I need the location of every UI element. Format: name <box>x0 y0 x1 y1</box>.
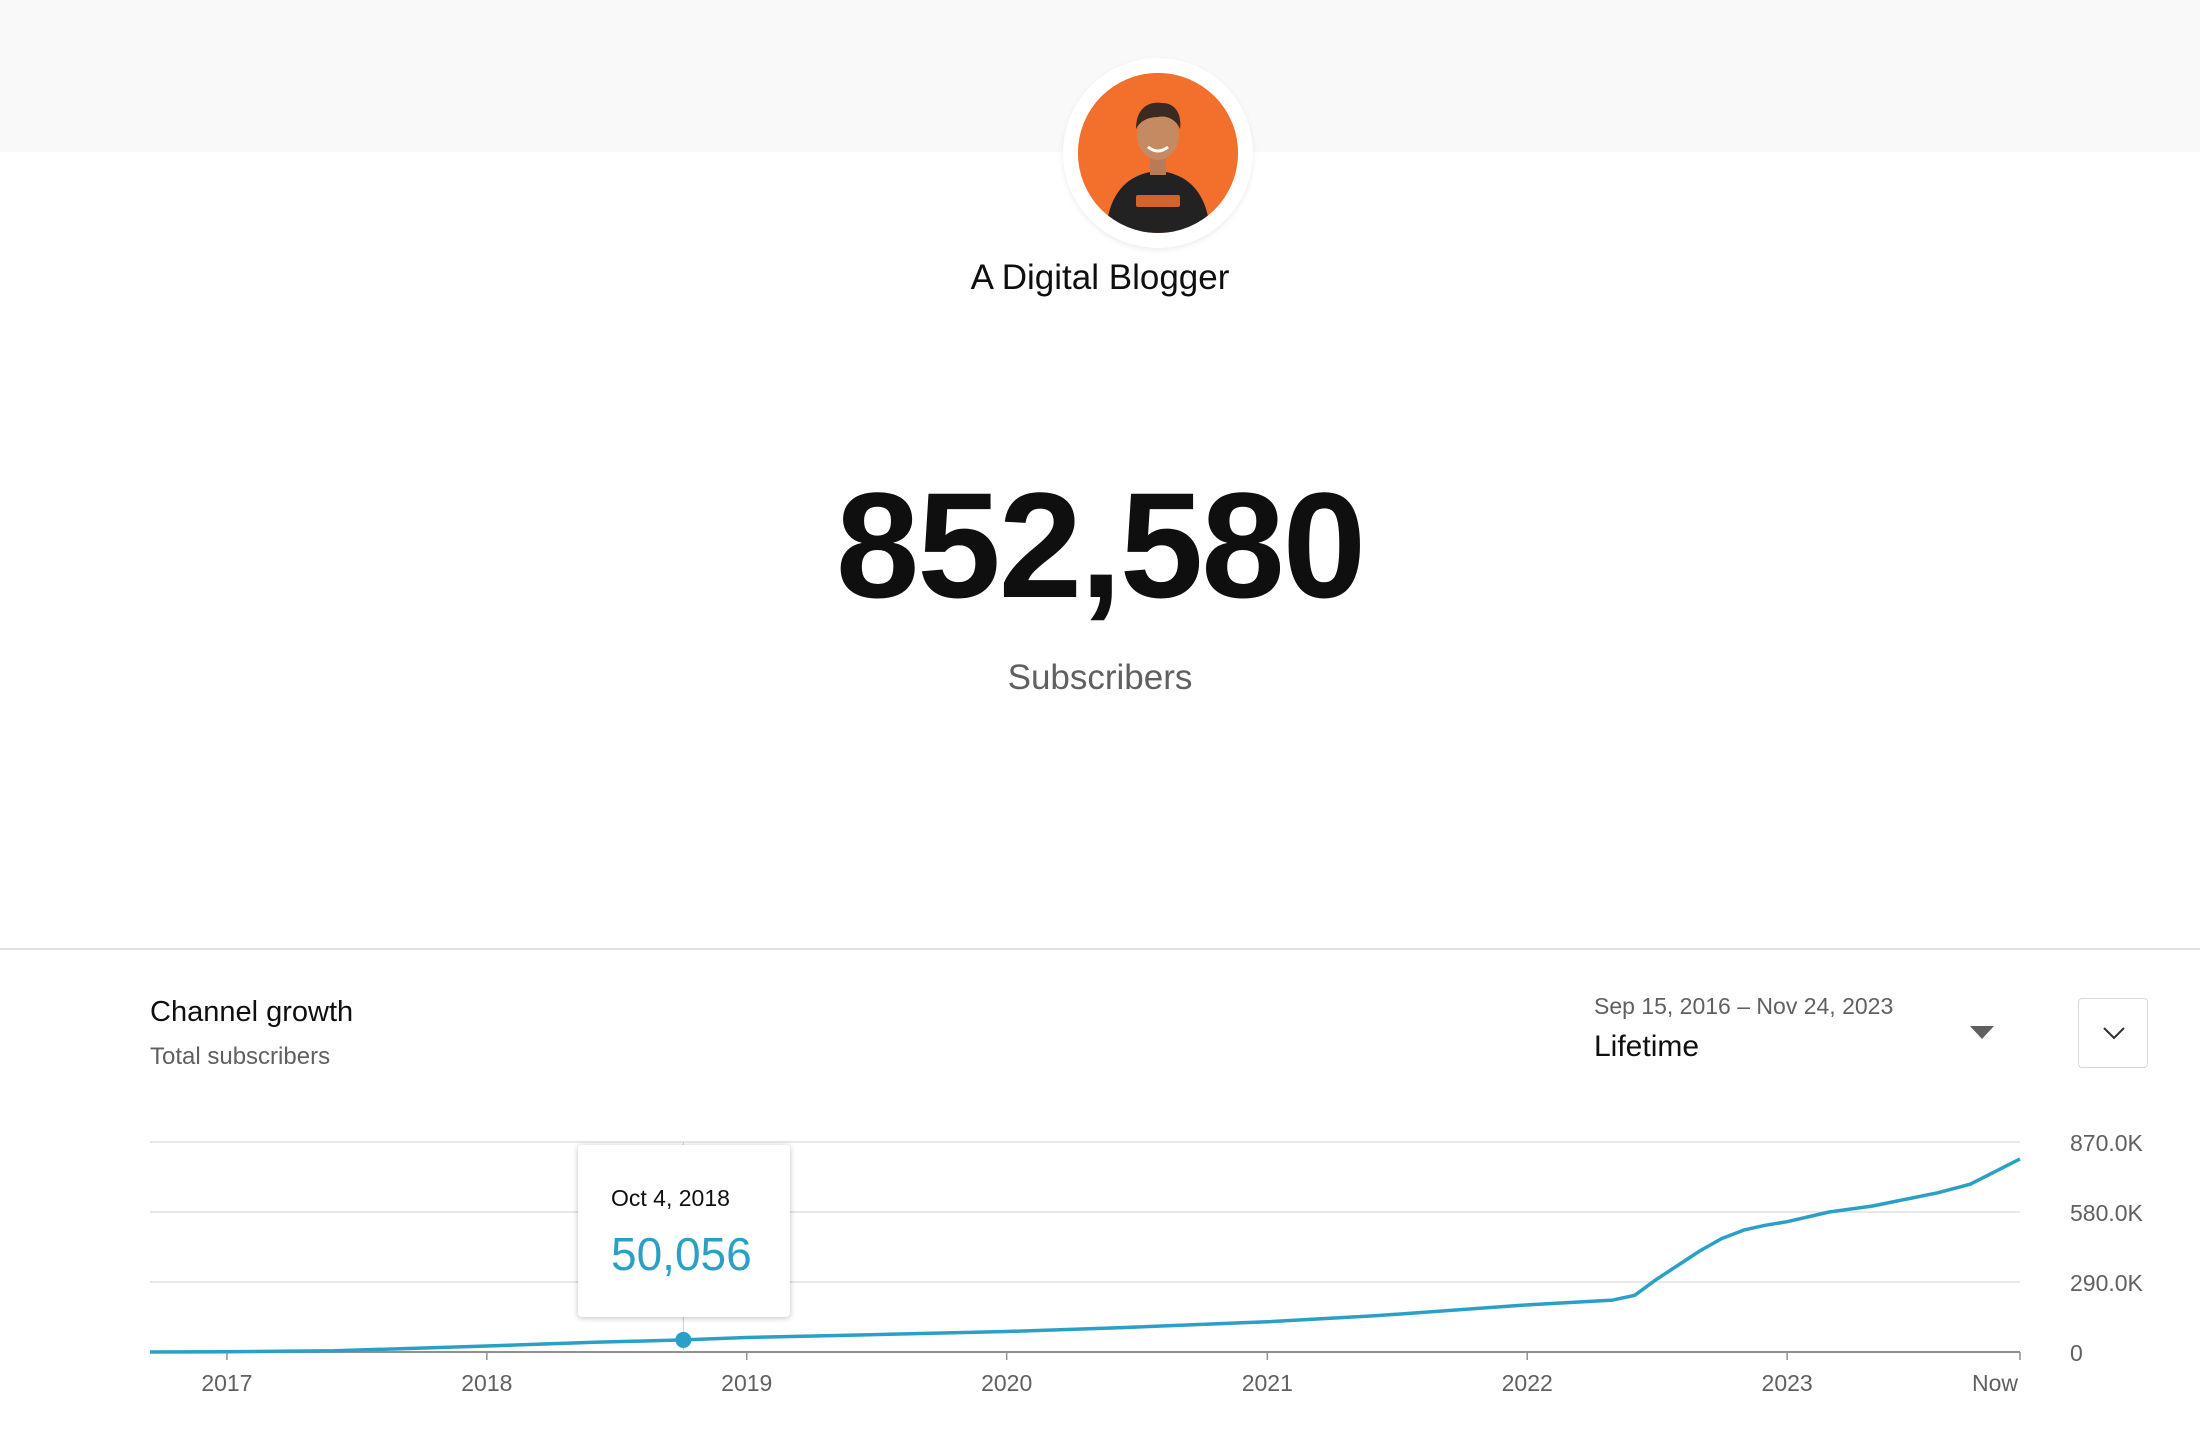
section-divider <box>0 948 2200 950</box>
y-tick-label: 290.0K <box>2070 1270 2144 1296</box>
channel-avatar-person-icon <box>1078 73 1238 233</box>
y-tick-label: 580.0K <box>2070 1200 2144 1226</box>
x-tick-label: 2022 <box>1502 1370 1553 1396</box>
date-range-selector[interactable]: Lifetime <box>1594 1030 1700 1063</box>
growth-title: Channel growth <box>150 996 354 1028</box>
dropdown-caret-icon[interactable] <box>1970 1026 1994 1039</box>
y-tick-label: 870.0K <box>2070 1130 2144 1156</box>
subscriber-growth-chart[interactable]: 870.0K 580.0K 290.0K 0 2017 2018 2019 2020 2021 2… <box>0 1100 2200 1430</box>
y-tick-label: 0 <box>2070 1340 2083 1366</box>
x-tick-label: 2021 <box>1242 1370 1293 1396</box>
subscriber-count: 852,580 <box>835 461 1366 629</box>
series-line <box>149 1157 2021 1354</box>
x-tick-label: 2017 <box>201 1370 252 1396</box>
chart-tooltip: Oct 4, 2018 50,056 <box>578 1145 790 1317</box>
growth-subtitle: Total subscribers <box>150 1043 331 1070</box>
x-tick-label: 2023 <box>1762 1370 1813 1396</box>
subscriber-label: Subscribers <box>1007 658 1193 697</box>
date-range-text[interactable]: Sep 15, 2016 – Nov 24, 2023 <box>1594 993 1894 1019</box>
tooltip-value: 50,056 <box>611 1228 752 1280</box>
x-tick-label: 2018 <box>461 1370 512 1396</box>
x-tick-label: Now <box>1972 1370 2018 1396</box>
channel-avatar[interactable] <box>1078 73 1238 233</box>
x-tick-label: 2020 <box>981 1370 1032 1396</box>
expand-button[interactable] <box>2078 998 2148 1068</box>
chevron-down-icon <box>2103 1027 2125 1040</box>
highlight-point <box>675 1331 692 1348</box>
x-tick-label: 2019 <box>721 1370 772 1396</box>
channel-name: A Digital Blogger <box>970 258 1230 297</box>
tooltip-date: Oct 4, 2018 <box>611 1185 730 1211</box>
